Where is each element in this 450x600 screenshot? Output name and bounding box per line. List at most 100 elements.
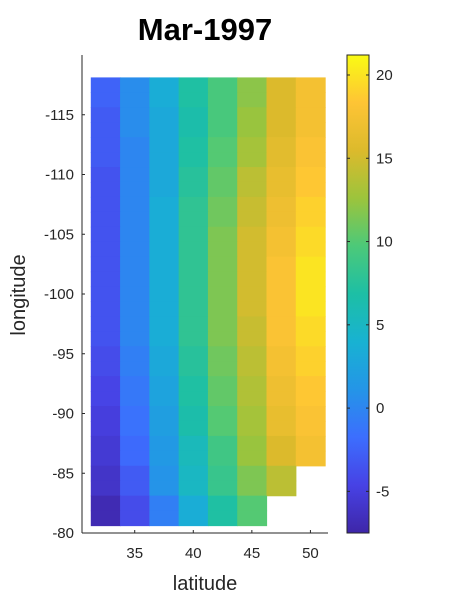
heatmap-cell: [90, 391, 121, 407]
heatmap-cell: [266, 301, 297, 318]
heatmap-cell: [237, 495, 268, 512]
heatmap-cell: [90, 167, 121, 183]
colorbar-gradient: [346, 54, 370, 534]
heatmap-cell: [295, 406, 326, 422]
heatmap-cell: [149, 480, 180, 497]
heatmap-cell: [266, 137, 297, 153]
heatmap-cell: [90, 137, 121, 153]
heatmap-cell: [178, 435, 209, 452]
heatmap-cell: [120, 271, 150, 288]
heatmap-cell: [266, 226, 297, 243]
heatmap-cell: [266, 152, 297, 168]
heatmap-cell: [120, 406, 150, 422]
heatmap-cell: [120, 196, 150, 213]
heatmap-cell: [90, 152, 121, 168]
heatmap-cell: [90, 376, 121, 392]
heatmap-cell: [207, 480, 238, 497]
colorbar-tick-label: 20: [376, 67, 393, 84]
heatmap-cell: [295, 77, 326, 93]
heatmap-cell: [149, 331, 180, 347]
heatmap-cell: [295, 450, 326, 467]
heatmap-cell: [178, 271, 209, 288]
heatmap-cell: [120, 301, 150, 318]
axes: 35 40 45 50 -115 -110 -105 -100 -95 -90 -85 -80: [44, 55, 328, 562]
heatmap-cell: [120, 450, 150, 467]
heatmap-cell: [149, 196, 180, 213]
heatmap-cell: [207, 77, 238, 93]
heatmap-cell: [149, 420, 180, 437]
heatmap-cell: [295, 376, 326, 392]
heatmap-cell: [149, 122, 180, 138]
x-tick-label: 35: [126, 545, 143, 562]
heatmap-cell: [90, 361, 121, 377]
heatmap-cell: [266, 346, 297, 362]
x-tick-label: 50: [302, 545, 319, 562]
heatmap-cell: [295, 181, 326, 198]
heatmap-cell: [178, 211, 209, 228]
heatmap-cell: [120, 226, 150, 243]
x-tick-label: 45: [244, 545, 261, 562]
x-axis-label: latitude: [173, 573, 238, 595]
heatmap-cell: [207, 376, 238, 392]
heatmap-cell: [237, 510, 268, 527]
heatmap-cell: [90, 465, 121, 482]
heatmap-cell: [90, 510, 121, 527]
heatmap-cell: [237, 465, 268, 482]
heatmap-cell: [178, 495, 209, 512]
heatmap-cell: [266, 167, 297, 183]
heatmap-cell: [178, 391, 209, 407]
heatmap-cell: [178, 450, 209, 467]
heatmap-cell: [149, 137, 180, 153]
heatmap-cell: [149, 495, 180, 512]
heatmap-cell: [120, 241, 150, 258]
heatmap-cell: [266, 391, 297, 407]
heatmap-cell: [207, 495, 238, 512]
heatmap-cell: [120, 211, 150, 228]
heatmap-cell: [237, 167, 268, 183]
heatmap-cell: [120, 152, 150, 168]
heatmap-cell: [90, 286, 121, 303]
heatmap-cell: [178, 480, 209, 497]
heatmap-cell: [149, 211, 180, 228]
heatmap-cell: [90, 181, 121, 198]
heatmap-cell: [266, 406, 297, 422]
y-tick-label: -105: [44, 226, 74, 243]
heatmap-cell: [207, 361, 238, 377]
heatmap-cell: [90, 122, 121, 138]
heatmap-cell: [90, 450, 121, 467]
heatmap-cell: [237, 286, 268, 303]
heatmap-cell: [90, 495, 121, 512]
heatmap-cell: [266, 361, 297, 377]
heatmap-cell: [178, 77, 209, 93]
heatmap-cell: [295, 226, 326, 243]
heatmap-cell: [120, 92, 150, 108]
heatmap-cell: [295, 167, 326, 183]
heatmap-cell: [266, 92, 297, 108]
heatmap-cell: [149, 301, 180, 318]
heatmap-cell: [178, 406, 209, 422]
heatmap-cell: [266, 211, 297, 228]
heatmap-cell: [149, 181, 180, 198]
heatmap-cell: [178, 196, 209, 213]
heatmap-cell: [149, 406, 180, 422]
y-tick-label: -90: [52, 406, 74, 423]
heatmap-cell: [237, 420, 268, 437]
heatmap-cell: [207, 435, 238, 452]
heatmap-cell: [178, 376, 209, 392]
heatmap-cell: [266, 316, 297, 332]
heatmap-cell: [237, 331, 268, 347]
heatmap-cell: [266, 376, 297, 392]
heatmap-cell: [120, 510, 150, 527]
heatmap-cells: [90, 77, 326, 527]
heatmap-cell: [207, 122, 238, 138]
heatmap-cell: [207, 211, 238, 228]
y-axis-label: longitude: [8, 254, 30, 335]
heatmap-cell: [178, 286, 209, 303]
heatmap-cell: [120, 77, 150, 93]
heatmap-cell: [90, 107, 121, 123]
heatmap-cell: [266, 271, 297, 288]
heatmap-cell: [237, 316, 268, 332]
heatmap-cell: [178, 107, 209, 123]
heatmap-cell: [90, 77, 121, 93]
colorbar-tick-label: 5: [376, 317, 384, 334]
